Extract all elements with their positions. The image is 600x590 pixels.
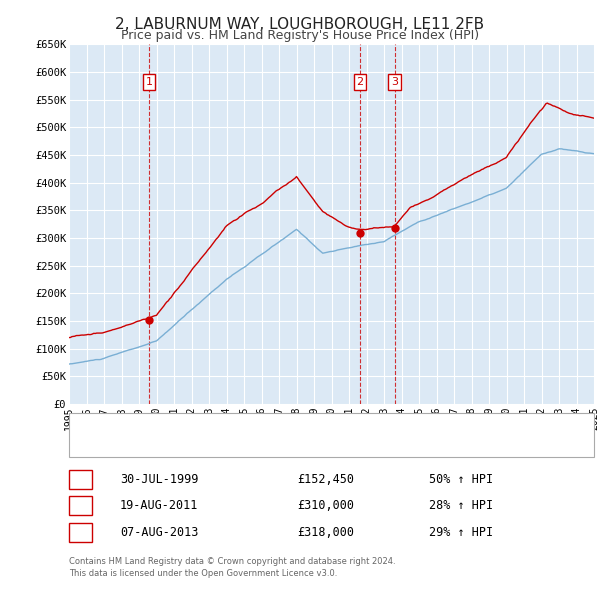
Text: 2, LABURNUM WAY, LOUGHBOROUGH, LE11 2FB (detached house): 2, LABURNUM WAY, LOUGHBOROUGH, LE11 2FB …: [120, 421, 465, 430]
Text: Contains HM Land Registry data © Crown copyright and database right 2024.: Contains HM Land Registry data © Crown c…: [69, 557, 395, 566]
Text: £310,000: £310,000: [297, 499, 354, 512]
Text: 2: 2: [77, 499, 84, 512]
Text: 2: 2: [356, 77, 364, 87]
Text: £318,000: £318,000: [297, 526, 354, 539]
Text: This data is licensed under the Open Government Licence v3.0.: This data is licensed under the Open Gov…: [69, 569, 337, 578]
Text: 3: 3: [77, 526, 84, 539]
Text: 1: 1: [77, 473, 84, 486]
Text: 50% ↑ HPI: 50% ↑ HPI: [429, 473, 493, 486]
Text: 2, LABURNUM WAY, LOUGHBOROUGH, LE11 2FB: 2, LABURNUM WAY, LOUGHBOROUGH, LE11 2FB: [115, 17, 485, 31]
Text: 3: 3: [391, 77, 398, 87]
Text: Price paid vs. HM Land Registry's House Price Index (HPI): Price paid vs. HM Land Registry's House …: [121, 30, 479, 42]
Text: HPI: Average price, detached house, Charnwood: HPI: Average price, detached house, Char…: [120, 441, 372, 451]
Text: 19-AUG-2011: 19-AUG-2011: [120, 499, 199, 512]
Text: 07-AUG-2013: 07-AUG-2013: [120, 526, 199, 539]
Text: £152,450: £152,450: [297, 473, 354, 486]
Text: 29% ↑ HPI: 29% ↑ HPI: [429, 526, 493, 539]
Text: 1: 1: [146, 77, 152, 87]
Text: 30-JUL-1999: 30-JUL-1999: [120, 473, 199, 486]
Text: 28% ↑ HPI: 28% ↑ HPI: [429, 499, 493, 512]
